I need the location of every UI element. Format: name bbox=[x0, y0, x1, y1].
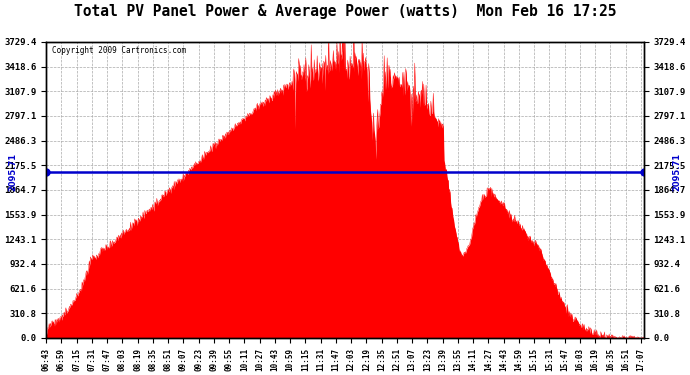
Text: 2095.71: 2095.71 bbox=[672, 153, 681, 190]
Text: Total PV Panel Power & Average Power (watts)  Mon Feb 16 17:25: Total PV Panel Power & Average Power (wa… bbox=[74, 4, 616, 19]
Text: Copyright 2009 Cartronics.com: Copyright 2009 Cartronics.com bbox=[52, 46, 186, 55]
Text: 2095.71: 2095.71 bbox=[9, 153, 18, 190]
